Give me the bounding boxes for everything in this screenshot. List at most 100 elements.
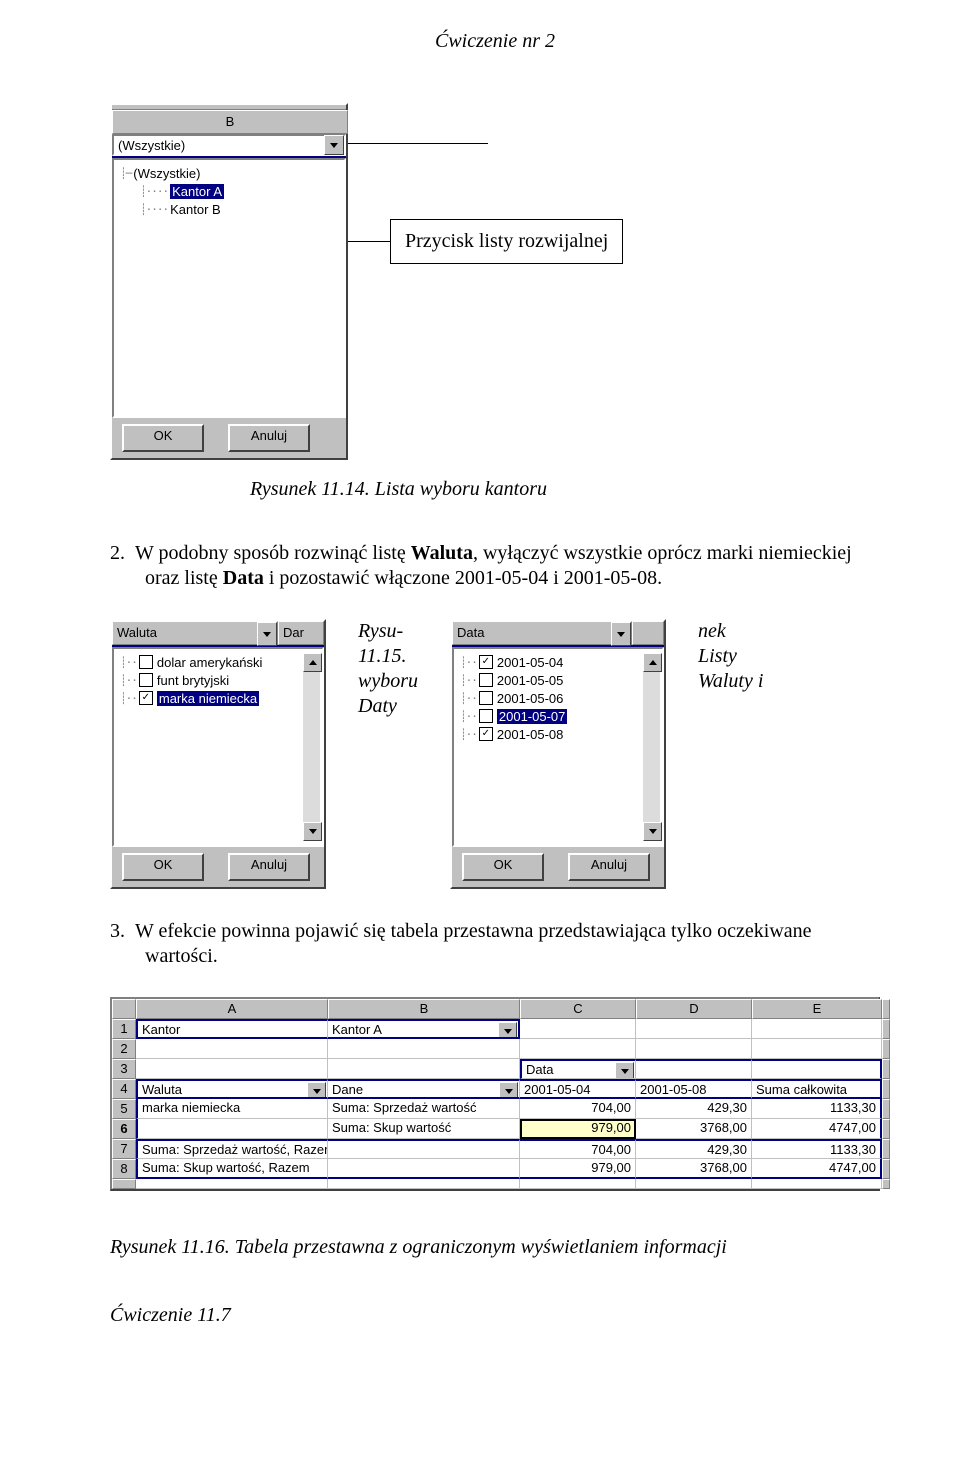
sheet-corner[interactable] — [112, 999, 136, 1019]
table-cell[interactable] — [520, 1179, 636, 1189]
scroll-down-icon[interactable] — [303, 822, 322, 841]
list-item[interactable]: ┊··2001-05-05 — [456, 671, 643, 689]
table-cell[interactable]: 4747,00 — [752, 1159, 882, 1179]
table-cell[interactable] — [636, 1039, 752, 1059]
table-cell[interactable]: 704,00 — [520, 1139, 636, 1159]
column-header-b[interactable]: B — [112, 110, 348, 134]
column-header[interactable]: E — [752, 999, 882, 1019]
table-cell[interactable]: Kantor A — [328, 1019, 520, 1039]
list-item[interactable]: ┊··dolar amerykański — [116, 653, 303, 671]
cancel-button[interactable]: Anuluj — [228, 853, 310, 881]
dropdown-icon[interactable] — [615, 1062, 634, 1079]
table-cell[interactable] — [328, 1139, 520, 1159]
row-header[interactable]: 6 — [112, 1119, 136, 1139]
dropdown-icon[interactable] — [498, 1022, 517, 1039]
table-cell[interactable] — [752, 1179, 882, 1189]
checkbox-icon[interactable] — [479, 709, 493, 723]
scroll-up-icon[interactable] — [643, 653, 662, 672]
dropdown-icon[interactable] — [499, 1082, 518, 1099]
table-cell[interactable]: 429,30 — [636, 1139, 752, 1159]
list-item[interactable]: ┊··✓2001-05-04 — [456, 653, 643, 671]
row-header[interactable]: 8 — [112, 1159, 136, 1179]
table-cell[interactable] — [136, 1179, 328, 1189]
column-header[interactable]: D — [636, 999, 752, 1019]
checkbox-icon[interactable]: ✓ — [479, 655, 493, 669]
filter-listbox[interactable]: ┊··dolar amerykański┊··funt brytyjski┊··… — [112, 647, 324, 847]
table-cell[interactable]: Suma: Skup wartość, Razem — [136, 1159, 328, 1179]
table-cell[interactable]: 4747,00 — [752, 1119, 882, 1139]
table-cell[interactable]: 979,00 — [520, 1119, 636, 1139]
table-cell[interactable]: Data — [520, 1059, 636, 1079]
table-cell[interactable] — [328, 1039, 520, 1059]
checkbox-icon[interactable] — [139, 673, 153, 687]
filter-listbox[interactable]: ┊··✓2001-05-04┊··2001-05-05┊··2001-05-06… — [452, 647, 664, 847]
table-cell[interactable] — [328, 1159, 520, 1179]
checkbox-icon[interactable] — [479, 673, 493, 687]
table-cell[interactable] — [752, 1059, 882, 1079]
ok-button[interactable]: OK — [462, 853, 544, 881]
column-header-waluta[interactable]: Waluta — [112, 621, 278, 645]
table-cell[interactable] — [136, 1119, 328, 1139]
table-cell[interactable]: 2001-05-08 — [636, 1079, 752, 1099]
column-header-blank[interactable] — [632, 621, 664, 645]
scroll-up-icon[interactable] — [303, 653, 322, 672]
column-header[interactable]: A — [136, 999, 328, 1019]
table-cell[interactable]: Dane — [328, 1079, 520, 1099]
table-cell[interactable]: Waluta — [136, 1079, 328, 1099]
table-cell[interactable] — [636, 1019, 752, 1039]
table-cell[interactable] — [136, 1059, 328, 1079]
column-header[interactable]: B — [328, 999, 520, 1019]
list-item[interactable]: ┊─(Wszystkie) — [116, 164, 342, 182]
table-cell[interactable] — [520, 1039, 636, 1059]
list-item[interactable]: ┊··✓2001-05-08 — [456, 725, 643, 743]
table-cell[interactable] — [752, 1039, 882, 1059]
table-cell[interactable]: Suma: Sprzedaż wartość — [328, 1099, 520, 1119]
checkbox-icon[interactable] — [479, 691, 493, 705]
ok-button[interactable]: OK — [122, 853, 204, 881]
checkbox-icon[interactable]: ✓ — [479, 727, 493, 741]
table-cell[interactable]: Kantor — [136, 1019, 328, 1039]
column-header[interactable]: C — [520, 999, 636, 1019]
checkbox-icon[interactable]: ✓ — [139, 691, 153, 705]
table-cell[interactable]: 3768,00 — [636, 1119, 752, 1139]
filter-combo[interactable]: (Wszystkie) — [112, 134, 346, 156]
dropdown-icon[interactable] — [324, 135, 344, 155]
row-header[interactable]: 7 — [112, 1139, 136, 1159]
row-header[interactable]: 2 — [112, 1039, 136, 1059]
scroll-down-icon[interactable] — [643, 822, 662, 841]
filter-listbox[interactable]: ┊─(Wszystkie)┊····Kantor A┊····Kantor B — [112, 158, 346, 418]
table-cell[interactable] — [520, 1019, 636, 1039]
table-cell[interactable]: 3768,00 — [636, 1159, 752, 1179]
list-item[interactable]: ┊··funt brytyjski — [116, 671, 303, 689]
table-cell[interactable]: marka niemiecka — [136, 1099, 328, 1119]
table-cell[interactable]: 1133,30 — [752, 1139, 882, 1159]
table-cell[interactable] — [752, 1019, 882, 1039]
dropdown-icon[interactable] — [257, 622, 277, 646]
table-cell[interactable]: Suma całkowita — [752, 1079, 882, 1099]
list-item[interactable]: ┊····Kantor B — [116, 200, 342, 218]
row-header[interactable] — [112, 1179, 136, 1189]
cancel-button[interactable]: Anuluj — [228, 424, 310, 452]
scrollbar[interactable] — [303, 653, 320, 841]
checkbox-icon[interactable] — [139, 655, 153, 669]
row-header[interactable]: 1 — [112, 1019, 136, 1039]
ok-button[interactable]: OK — [122, 424, 204, 452]
table-cell[interactable]: Suma: Sprzedaż wartość, Razem — [136, 1139, 328, 1159]
row-header[interactable]: 4 — [112, 1079, 136, 1099]
list-item[interactable]: ┊····Kantor A — [116, 182, 342, 200]
table-cell[interactable] — [328, 1179, 520, 1189]
table-cell[interactable]: 429,30 — [636, 1099, 752, 1119]
table-cell[interactable] — [636, 1059, 752, 1079]
table-cell[interactable]: 704,00 — [520, 1099, 636, 1119]
column-header-data[interactable]: Data — [452, 621, 632, 645]
table-cell[interactable] — [136, 1039, 328, 1059]
list-item[interactable]: ┊··2001-05-07 — [456, 707, 643, 725]
dropdown-icon[interactable] — [307, 1082, 326, 1099]
table-cell[interactable] — [636, 1179, 752, 1189]
scrollbar[interactable] — [643, 653, 660, 841]
list-item[interactable]: ┊··2001-05-06 — [456, 689, 643, 707]
table-cell[interactable]: 979,00 — [520, 1159, 636, 1179]
list-item[interactable]: ┊··✓marka niemiecka — [116, 689, 303, 707]
row-header[interactable]: 3 — [112, 1059, 136, 1079]
table-cell[interactable] — [328, 1059, 520, 1079]
